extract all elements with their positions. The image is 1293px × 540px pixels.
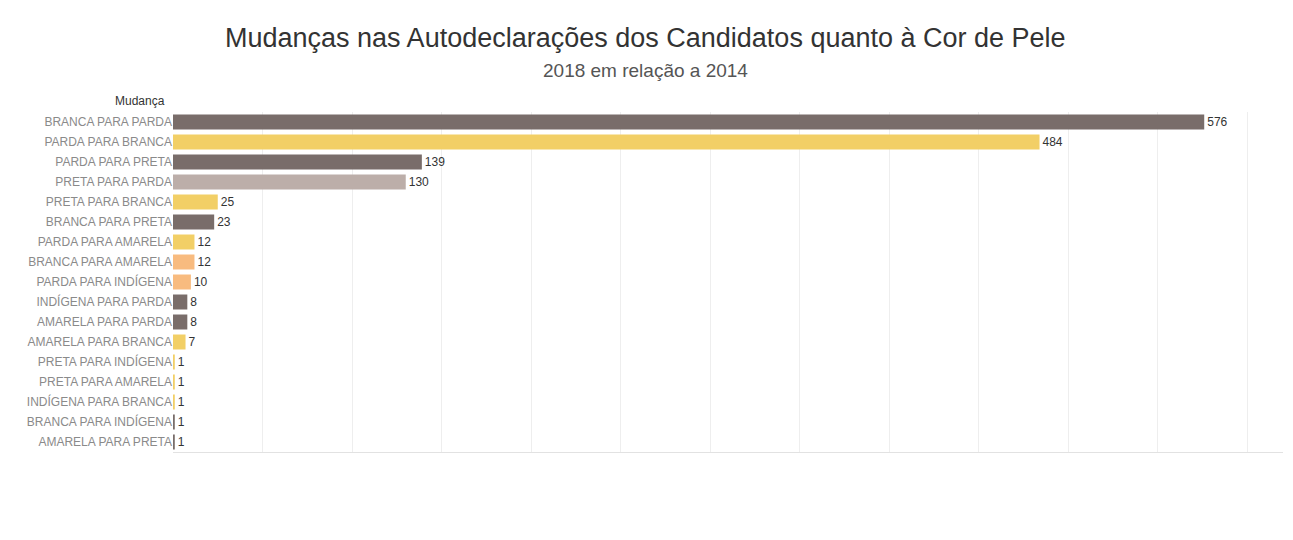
svg-text:INDÍGENA PARA BRANCA: INDÍGENA PARA BRANCA [27, 394, 172, 409]
svg-text:10: 10 [194, 275, 208, 289]
svg-text:2018 em relação a 2014: 2018 em relação a 2014 [543, 60, 748, 81]
svg-text:12: 12 [197, 255, 211, 269]
svg-text:PARDA PARA INDÍGENA: PARDA PARA INDÍGENA [36, 274, 172, 289]
svg-text:PRETA PARA BRANCA: PRETA PARA BRANCA [46, 195, 172, 209]
svg-text:130: 130 [409, 175, 429, 189]
svg-text:23: 23 [217, 215, 231, 229]
svg-text:1: 1 [178, 375, 185, 389]
svg-text:Mudança: Mudança [115, 94, 165, 108]
svg-text:INDÍGENA PARA PARDA: INDÍGENA PARA PARDA [36, 294, 172, 309]
svg-text:484: 484 [1043, 135, 1063, 149]
svg-text:Mudanças nas Autodeclarações d: Mudanças nas Autodeclarações dos Candida… [225, 23, 1066, 53]
svg-text:PARDA PARA BRANCA: PARDA PARA BRANCA [44, 135, 172, 149]
svg-text:12: 12 [197, 235, 211, 249]
svg-text:7: 7 [189, 335, 196, 349]
svg-text:1: 1 [178, 355, 185, 369]
svg-text:25: 25 [221, 195, 235, 209]
svg-text:1: 1 [178, 435, 185, 449]
svg-text:8: 8 [190, 315, 197, 329]
svg-text:1: 1 [178, 395, 185, 409]
svg-text:BRANCA PARA PARDA: BRANCA PARA PARDA [44, 115, 172, 129]
svg-text:BRANCA PARA PRETA: BRANCA PARA PRETA [46, 215, 172, 229]
svg-text:576: 576 [1207, 115, 1227, 129]
svg-text:BRANCA PARA AMARELA: BRANCA PARA AMARELA [28, 255, 172, 269]
svg-text:1: 1 [178, 415, 185, 429]
svg-text:PARDA PARA AMARELA: PARDA PARA AMARELA [38, 235, 172, 249]
svg-text:PRETA PARA INDÍGENA: PRETA PARA INDÍGENA [38, 354, 172, 369]
svg-text:AMARELA PARA PARDA: AMARELA PARA PARDA [37, 315, 172, 329]
svg-text:PRETA PARA AMARELA: PRETA PARA AMARELA [39, 375, 172, 389]
svg-text:8: 8 [190, 295, 197, 309]
svg-text:AMARELA PARA PRETA: AMARELA PARA PRETA [38, 435, 172, 449]
svg-text:139: 139 [425, 155, 445, 169]
svg-text:BRANCA PARA INDÍGENA: BRANCA PARA INDÍGENA [27, 414, 172, 429]
svg-text:AMARELA PARA BRANCA: AMARELA PARA BRANCA [28, 335, 173, 349]
svg-text:PRETA PARA PARDA: PRETA PARA PARDA [55, 175, 172, 189]
svg-text:PARDA PARA PRETA: PARDA PARA PRETA [55, 155, 172, 169]
